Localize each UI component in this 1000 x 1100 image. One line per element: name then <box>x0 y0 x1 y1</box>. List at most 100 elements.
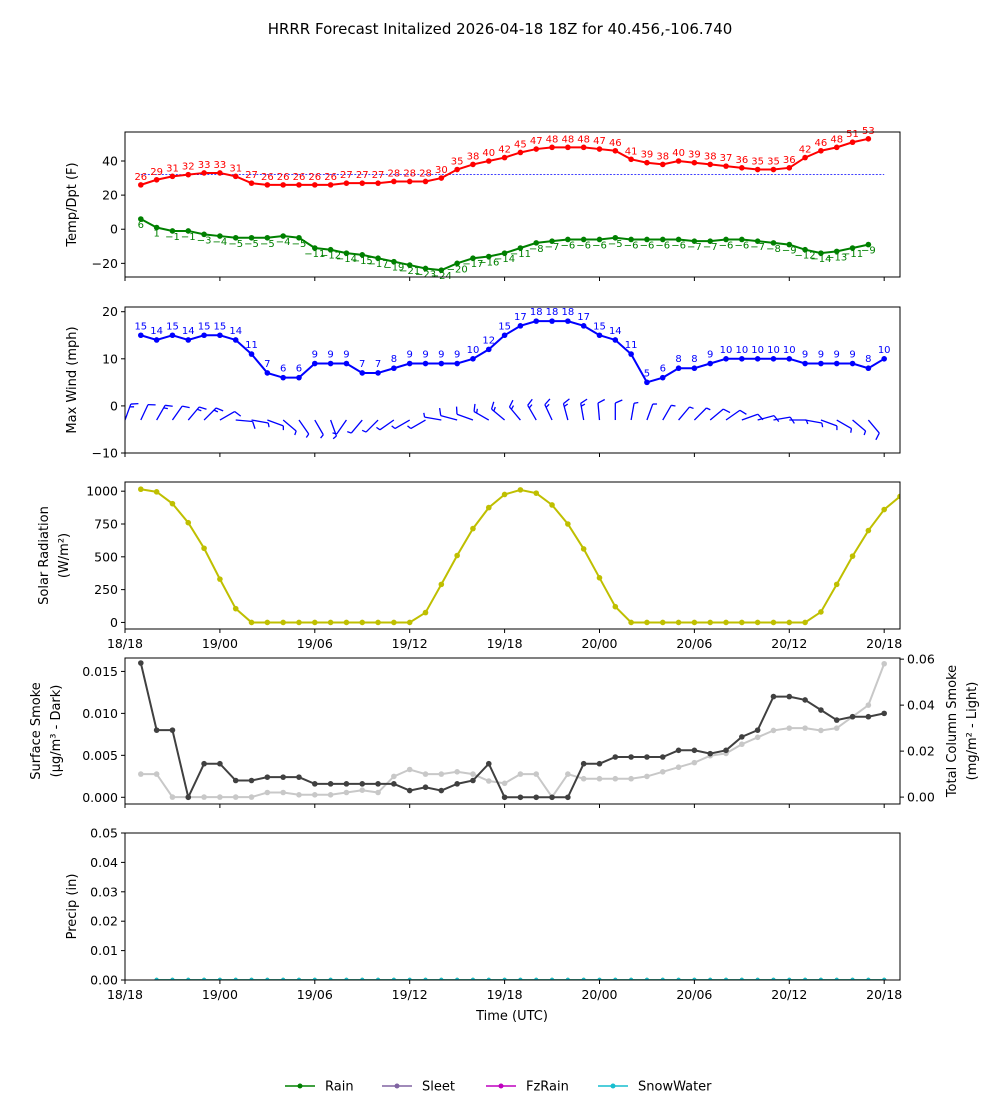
y-tick-label: 0 <box>110 222 118 237</box>
dewpoint-data-label: −1 <box>181 232 196 243</box>
temperature-data-label: 48 <box>830 134 843 145</box>
wind-barb-staff <box>314 419 324 436</box>
wind-barb-staff <box>140 404 149 421</box>
wind-barb-feather <box>563 398 570 405</box>
wind-barb-half-feather <box>332 435 337 440</box>
column-smoke-point <box>786 725 793 731</box>
dewpoint-point <box>580 236 587 243</box>
solar-point <box>343 619 350 626</box>
solar-point <box>786 619 793 626</box>
temperature-point <box>596 146 603 152</box>
dewpoint-point <box>470 255 476 262</box>
temperature-point <box>707 161 714 168</box>
column-smoke-point <box>391 773 397 780</box>
wind-point <box>311 360 318 367</box>
dewpoint-point <box>185 228 192 234</box>
temperature-point <box>327 182 334 188</box>
x-tick-label: 19/12 <box>392 636 428 651</box>
wind-barb-half-feather <box>706 407 711 411</box>
solar-point <box>802 619 808 626</box>
temperature-data-label: 28 <box>419 168 432 179</box>
plot-area <box>154 977 887 980</box>
wind-barb-half-feather <box>282 425 285 431</box>
dewpoint-data-label: −5 <box>608 239 623 250</box>
dewpoint-point <box>818 250 824 256</box>
column-smoke-point <box>754 734 761 741</box>
wind-barb-staff <box>693 407 707 421</box>
dewpoint-point <box>612 234 619 241</box>
snowwater-point <box>723 977 729 980</box>
wind-point <box>138 332 144 339</box>
temperature-point <box>580 144 587 151</box>
y-tick-label: 20 <box>102 304 118 319</box>
snowwater-point <box>834 977 839 980</box>
temperature-point <box>675 158 682 164</box>
dewpoint-data-label: −11 <box>304 249 325 260</box>
wind-data-label: 5 <box>644 368 650 379</box>
surface-smoke-point <box>153 727 160 733</box>
dewpoint-point <box>485 253 492 260</box>
wind-data-label: 8 <box>691 354 697 365</box>
wind-point <box>849 360 856 367</box>
column-smoke-point <box>343 789 350 796</box>
surface-smoke-point <box>264 774 271 780</box>
wind-barb <box>544 398 553 421</box>
temperature-data-label: 27 <box>356 170 369 181</box>
y-tick-label: 0.005 <box>82 748 118 763</box>
temperature-data-label: 33 <box>214 160 227 171</box>
y-right-tick-label: 0.00 <box>907 790 935 805</box>
temperature-data-label: 48 <box>577 134 590 145</box>
wind-barb-staff <box>820 419 838 427</box>
wind-barb-feather <box>234 411 242 417</box>
dewpoint-point <box>232 234 239 241</box>
wind-point <box>280 374 286 381</box>
dewpoint-data-label: −6 <box>560 240 575 251</box>
column-smoke-point <box>138 771 144 777</box>
temperature-point <box>818 147 824 154</box>
wind-point <box>659 374 666 381</box>
wind-data-label: 10 <box>735 345 748 356</box>
dewpoint-data-label: −6 <box>655 240 670 251</box>
wind-barb-staff <box>836 419 852 430</box>
x-tick-label: 19/06 <box>297 636 333 651</box>
wind-barb-staff <box>219 410 235 421</box>
column-smoke-point <box>596 775 603 782</box>
dewpoint-data-label: −7 <box>687 242 702 253</box>
wind-barb <box>282 419 297 436</box>
dewpoint-point <box>391 258 397 265</box>
dewpoint-point <box>723 236 729 243</box>
panel-3: 0 250 500 750 1000 18/18 19/00 19/06 19/12 19/18 2… <box>37 481 902 651</box>
x-tick-label: 18/18 <box>107 636 143 651</box>
column-smoke-point <box>802 725 808 731</box>
wind-barb <box>490 401 506 421</box>
wind-barb <box>562 398 570 421</box>
wind-barb-feather <box>875 432 880 441</box>
temperature-data-label: 28 <box>403 168 416 179</box>
wind-point <box>232 337 239 343</box>
wind-data-label: 7 <box>264 359 270 370</box>
dewpoint-point <box>359 252 366 258</box>
column-smoke-point <box>865 702 872 708</box>
solar-point <box>185 519 192 526</box>
wind-data-label: 15 <box>498 321 511 332</box>
dewpoint-point <box>327 246 334 253</box>
temperature-point <box>311 182 318 188</box>
wind-data-label: 17 <box>514 312 527 323</box>
dewpoint-data-label: 6 <box>138 220 144 231</box>
column-smoke-point <box>644 773 650 780</box>
snowwater-point <box>565 977 571 980</box>
wind-barb <box>332 419 347 435</box>
solar-point <box>659 619 666 626</box>
panel-frame <box>124 131 901 278</box>
temperature-data-label: 45 <box>514 139 527 150</box>
snowwater-point <box>866 977 871 980</box>
x-tick-label: 19/00 <box>202 636 238 651</box>
temperature-data-label: 32 <box>182 162 195 173</box>
dewpoint-data-label: −6 <box>734 240 749 251</box>
temperature-point <box>501 154 508 161</box>
column-smoke-point <box>739 741 745 748</box>
solar-point <box>454 552 460 559</box>
y-right-tick-label: 0.04 <box>907 698 935 713</box>
wind-data-label: 18 <box>530 307 543 318</box>
